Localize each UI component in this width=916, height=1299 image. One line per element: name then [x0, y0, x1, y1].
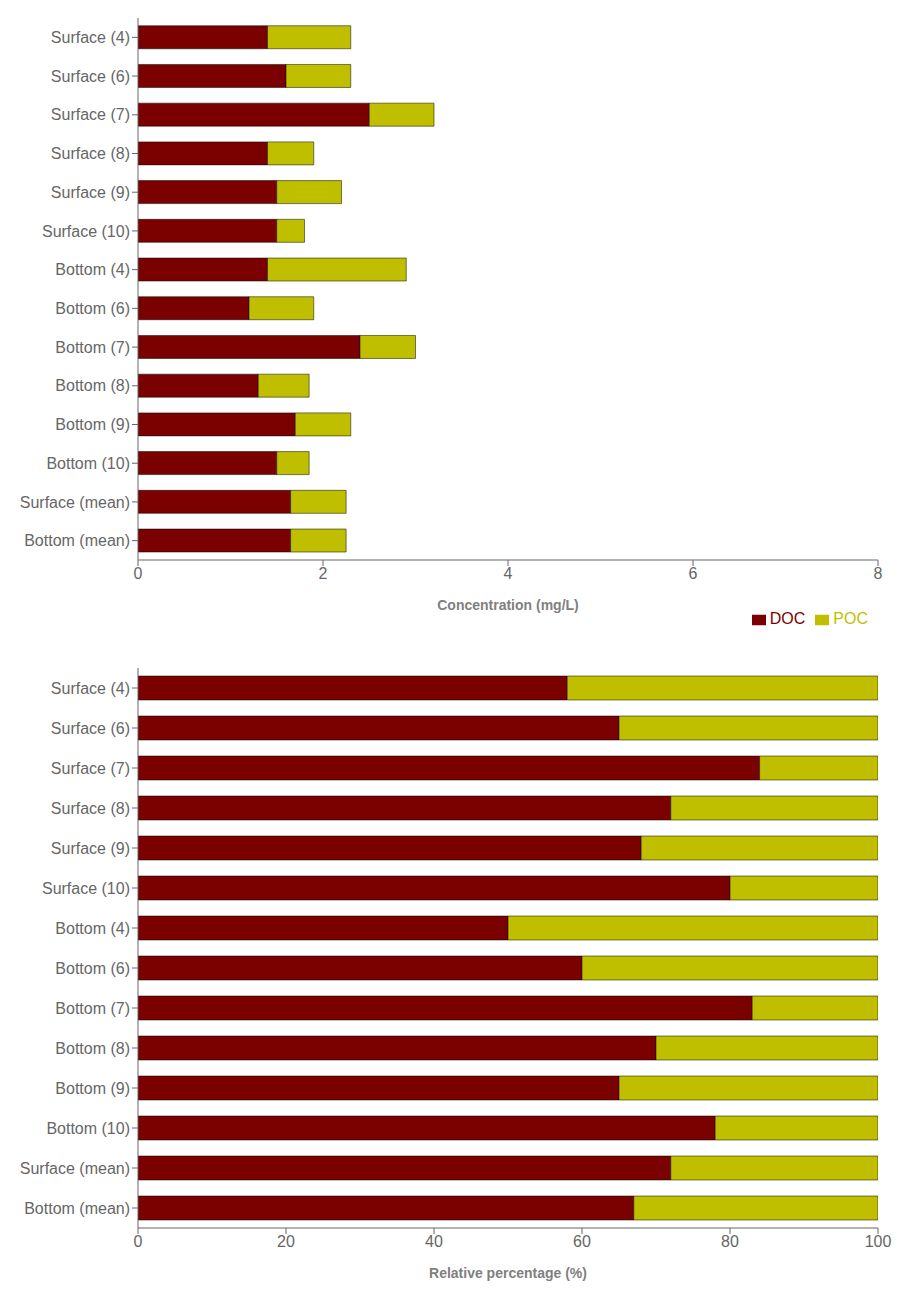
- svg-text:Bottom (4): Bottom (4): [55, 920, 130, 937]
- svg-text:Bottom (7): Bottom (7): [55, 1000, 130, 1017]
- svg-text:Surface (4): Surface (4): [51, 29, 130, 46]
- html-text:POC: POC: [833, 610, 868, 627]
- svg-text:Bottom (10): Bottom (10): [46, 455, 130, 472]
- svg-text:6: 6: [689, 565, 698, 582]
- svg-text:Surface (4): Surface (4): [51, 680, 130, 697]
- svg-text:100: 100: [865, 1233, 892, 1250]
- svg-text:Bottom (6): Bottom (6): [55, 300, 130, 317]
- svg-text:8: 8: [874, 565, 883, 582]
- svg-text:Bottom (mean): Bottom (mean): [24, 532, 130, 549]
- svg-text:Surface (10): Surface (10): [42, 223, 130, 240]
- svg-text:Surface (mean): Surface (mean): [20, 494, 130, 511]
- html-text:DOC: DOC: [769, 610, 806, 627]
- svg-text:Surface (10): Surface (10): [42, 880, 130, 897]
- svg-text:4: 4: [504, 565, 513, 582]
- svg-text:Bottom (10): Bottom (10): [46, 1120, 130, 1137]
- svg-text:Surface (7): Surface (7): [51, 106, 130, 123]
- svg-text:Bottom (9): Bottom (9): [55, 416, 130, 433]
- svg-text:Surface (8): Surface (8): [51, 145, 130, 162]
- svg-text:Bottom (mean): Bottom (mean): [24, 1200, 130, 1217]
- svg-text:Bottom (9): Bottom (9): [55, 1080, 130, 1097]
- svg-text:Bottom (4): Bottom (4): [55, 261, 130, 278]
- svg-text:20: 20: [277, 1233, 295, 1250]
- svg-text:Surface (9): Surface (9): [51, 184, 130, 201]
- svg-text:Surface (6): Surface (6): [51, 720, 130, 737]
- svg-text:Surface (6): Surface (6): [51, 68, 130, 85]
- svg-text:Surface (9): Surface (9): [51, 840, 130, 857]
- svg-text:80: 80: [721, 1233, 739, 1250]
- svg-text:60: 60: [573, 1233, 591, 1250]
- svg-text:Bottom (7): Bottom (7): [55, 339, 130, 356]
- svg-text:0: 0: [134, 565, 143, 582]
- svg-text:Surface (mean): Surface (mean): [20, 1160, 130, 1177]
- svg-text:Relative percentage (%): Relative percentage (%): [429, 1265, 587, 1281]
- svg-text:Surface (8): Surface (8): [51, 800, 130, 817]
- svg-text:0: 0: [134, 1233, 143, 1250]
- svg-text:Bottom (8): Bottom (8): [55, 377, 130, 394]
- svg-text:Concentration (mg/L): Concentration (mg/L): [437, 597, 579, 613]
- svg-text:Bottom (8): Bottom (8): [55, 1040, 130, 1057]
- svg-text:2: 2: [319, 565, 328, 582]
- svg-text:40: 40: [425, 1233, 443, 1250]
- svg-text:Surface (7): Surface (7): [51, 760, 130, 777]
- svg-text:Bottom (6): Bottom (6): [55, 960, 130, 977]
